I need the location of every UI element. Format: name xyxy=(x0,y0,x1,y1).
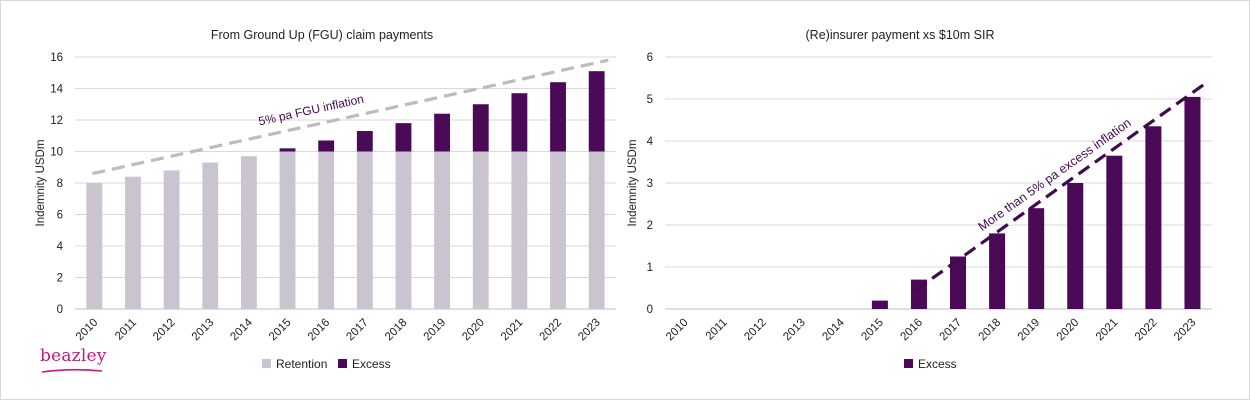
chart-1-y-tick-label: 10 xyxy=(50,147,63,159)
chart-1-y-tick-label: 6 xyxy=(57,210,63,222)
chart-1-bar-retention-2019 xyxy=(434,151,451,309)
chart-2-x-tick-label: 2015 xyxy=(859,317,886,344)
beazley-logo: beazley xyxy=(40,346,107,366)
chart-1-bar-excess-2016 xyxy=(318,140,335,152)
chart-1-bar-retention-2018 xyxy=(395,151,412,309)
chart-1-trendline-label: 5% pa FGU inflation xyxy=(257,92,365,129)
chart-2-x-tick-label: 2023 xyxy=(1172,317,1199,344)
chart-1-x-tick-label: 2014 xyxy=(228,316,255,343)
chart-2-bar-excess-2017 xyxy=(950,256,967,309)
chart-2-bar-excess-2018 xyxy=(989,233,1006,309)
chart-2-title: (Re)insurer payment xs $10m SIR xyxy=(806,28,995,42)
chart-1-bar-excess-2018 xyxy=(395,123,412,152)
chart-1-bar-retention-2017 xyxy=(356,151,373,309)
chart-1-bar-retention-2014 xyxy=(240,156,257,309)
chart-1-x-tick-label: 2021 xyxy=(499,317,526,344)
chart-1-bar-retention-2012 xyxy=(163,170,180,309)
chart-1-x-tick-label: 2010 xyxy=(74,317,101,344)
chart-2-bar-excess-2023 xyxy=(1184,96,1201,310)
chart-1-legend-label-retention: Retention xyxy=(276,357,327,371)
chart-2-x-tick-label: 2020 xyxy=(1055,317,1082,344)
chart-2-x-tick-label: 2016 xyxy=(899,317,926,344)
chart-1-bar-excess-2020 xyxy=(472,104,489,152)
chart-2-y-axis-label: Indemnity USDm xyxy=(627,140,639,227)
chart-2-x-tick-label: 2010 xyxy=(664,317,691,344)
chart-2-y-tick-label: 5 xyxy=(647,94,653,106)
chart-1-y-tick-label: 8 xyxy=(57,178,63,190)
chart-1-bar-retention-2022 xyxy=(550,151,566,309)
chart-1-bar-excess-2022 xyxy=(550,82,566,152)
chart-1-x-tick-label: 2013 xyxy=(190,317,217,344)
chart-2-bar-excess-2019 xyxy=(1028,208,1045,309)
chart-2-x-tick-label: 2018 xyxy=(977,317,1004,344)
chart-1-bar-retention-2010 xyxy=(86,183,103,309)
chart-1-x-tick-label: 2016 xyxy=(306,317,333,344)
chart-2-y-tick-label: 3 xyxy=(647,178,653,190)
chart-1-bar-excess-2017 xyxy=(356,131,373,152)
chart-2-y-tick-label: 6 xyxy=(647,52,653,64)
chart-2-x-tick-label: 2014 xyxy=(820,316,847,343)
chart-1-y-tick-label: 0 xyxy=(57,304,63,316)
chart-1-x-tick-label: 2011 xyxy=(113,317,139,343)
chart-1-legend-swatch-excess xyxy=(338,359,347,368)
chart-1-x-tick-label: 2022 xyxy=(538,317,565,344)
chart-2-x-tick-label: 2011 xyxy=(704,317,730,343)
chart-2-x-tick-label: 2019 xyxy=(1016,317,1043,344)
chart-1-bar-excess-2023 xyxy=(588,71,605,152)
chart-1-bar-retention-2015 xyxy=(279,151,296,309)
chart-1-bar-retention-2020 xyxy=(472,151,489,309)
chart-1-title: From Ground Up (FGU) claim payments xyxy=(211,28,433,42)
chart-1-bar-excess-2021 xyxy=(511,93,528,152)
chart-1-x-tick-label: 2023 xyxy=(576,317,603,344)
chart-1-x-tick-label: 2015 xyxy=(267,317,294,344)
chart-2-x-tick-label: 2013 xyxy=(781,317,808,344)
chart-1-y-tick-label: 12 xyxy=(50,115,63,127)
chart-2-bar-excess-2022 xyxy=(1145,126,1162,309)
chart-1-y-tick-label: 4 xyxy=(57,241,64,253)
chart-1-x-tick-label: 2020 xyxy=(460,317,487,344)
chart-2-y-tick-label: 0 xyxy=(647,304,653,316)
chart-2-bar-excess-2021 xyxy=(1106,155,1123,309)
chart-2-legend-swatch-excess xyxy=(904,359,913,368)
chart-1-y-tick-label: 16 xyxy=(50,52,63,64)
chart-2-bar-excess-2020 xyxy=(1067,183,1084,309)
chart-1-trendline xyxy=(92,58,609,176)
chart-2-y-tick-label: 2 xyxy=(647,220,653,232)
logo-swoosh-icon xyxy=(42,368,102,373)
chart-2-x-tick-label: 2012 xyxy=(742,317,769,344)
chart-2-x-tick-label: 2017 xyxy=(938,317,965,344)
chart-1-bar-retention-2011 xyxy=(125,176,141,309)
chart-1-legend-swatch-retention xyxy=(262,359,271,368)
chart-2-x-tick-label: 2022 xyxy=(1133,317,1160,344)
chart-1-bar-retention-2013 xyxy=(202,162,219,309)
chart-2-y-tick-label: 1 xyxy=(647,262,653,274)
chart-1-x-tick-label: 2019 xyxy=(422,317,449,344)
chart-1-x-tick-label: 2012 xyxy=(151,317,178,344)
chart-1-bar-retention-2016 xyxy=(318,151,335,309)
chart-1-bar-retention-2021 xyxy=(511,151,528,309)
chart-1-x-tick-label: 2017 xyxy=(344,317,371,344)
chart-2-y-tick-label: 4 xyxy=(647,136,654,148)
chart-1-bar-excess-2019 xyxy=(434,113,451,152)
chart-2-bar-excess-2015 xyxy=(871,300,888,309)
chart-1-legend-label-excess: Excess xyxy=(352,357,391,371)
chart-2-x-tick-label: 2021 xyxy=(1094,317,1121,344)
chart-1-bar-retention-2023 xyxy=(588,151,605,309)
chart-1-x-tick-label: 2018 xyxy=(383,317,410,344)
chart-1-y-tick-label: 14 xyxy=(50,84,63,96)
chart-1-y-tick-label: 2 xyxy=(57,273,63,285)
chart-1-bar-excess-2015 xyxy=(279,148,296,152)
chart-1-y-axis-label: Indemnity USDm xyxy=(35,140,47,227)
chart-2-legend-label-excess: Excess xyxy=(918,357,957,371)
